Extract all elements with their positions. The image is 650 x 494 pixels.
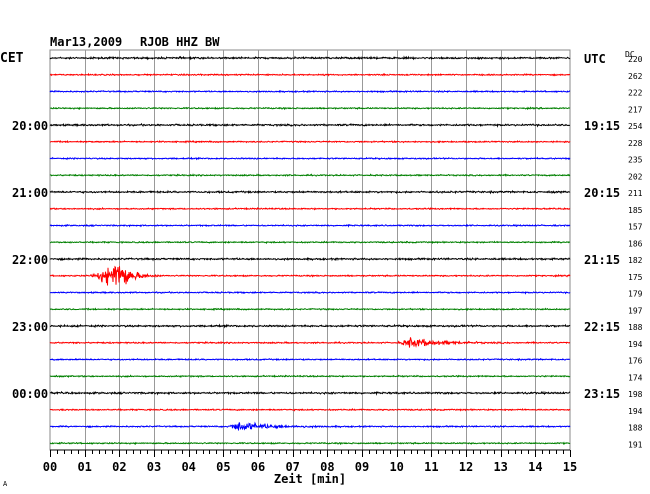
right-hour-label: 22:15 bbox=[584, 320, 620, 334]
chart-title: Mar13,2009 bbox=[50, 35, 122, 49]
dc-value: 175 bbox=[628, 273, 643, 282]
dc-value: 197 bbox=[628, 306, 643, 315]
dc-value: 217 bbox=[628, 105, 643, 114]
station-label: RJOB HHZ BW bbox=[140, 35, 220, 49]
trace-line bbox=[49, 189, 571, 195]
trace-line bbox=[49, 337, 571, 348]
traces bbox=[49, 55, 571, 446]
dc-value: 157 bbox=[628, 223, 643, 232]
corner-mark: A bbox=[3, 480, 8, 488]
dc-value: 174 bbox=[628, 373, 643, 382]
left-hour-label: 00:00 bbox=[12, 387, 48, 401]
trace-line bbox=[49, 206, 571, 211]
left-hour-label: 20:00 bbox=[12, 119, 48, 133]
right-hour-label: 21:15 bbox=[584, 253, 620, 267]
left-hour-label: 23:00 bbox=[12, 320, 48, 334]
trace-line bbox=[49, 173, 571, 178]
dc-value: 222 bbox=[628, 89, 643, 98]
x-tick-label: 13 bbox=[493, 460, 507, 474]
trace-line bbox=[49, 55, 571, 61]
dc-value: 176 bbox=[628, 357, 643, 366]
trace-line bbox=[49, 307, 571, 312]
x-tick-label: 11 bbox=[424, 460, 438, 474]
dc-value: 179 bbox=[628, 290, 643, 299]
dc-value: 188 bbox=[628, 424, 643, 433]
trace-line bbox=[49, 441, 571, 446]
trace-line bbox=[49, 72, 571, 77]
dc-value: 262 bbox=[628, 72, 643, 81]
x-tick-label: 09 bbox=[355, 460, 369, 474]
right-hour-label: UTC bbox=[584, 52, 606, 66]
right-hour-label: 20:15 bbox=[584, 186, 620, 200]
dc-value: 182 bbox=[628, 256, 643, 265]
dc-value: 202 bbox=[628, 172, 643, 181]
x-tick-label: 14 bbox=[528, 460, 542, 474]
dc-value: 186 bbox=[628, 239, 643, 248]
dc-value: 198 bbox=[628, 390, 643, 399]
trace-line bbox=[49, 407, 571, 412]
dc-value: 194 bbox=[628, 340, 643, 349]
x-tick-label: 08 bbox=[320, 460, 334, 474]
x-tick-label: 07 bbox=[285, 460, 299, 474]
x-tick-label: 10 bbox=[389, 460, 403, 474]
left-hour-label: 21:00 bbox=[12, 186, 48, 200]
trace-line bbox=[49, 374, 571, 379]
dc-value: 191 bbox=[628, 440, 643, 449]
trace-line bbox=[49, 323, 571, 329]
dc-label: DC bbox=[625, 50, 635, 59]
trace-line bbox=[49, 265, 571, 286]
dc-value: 254 bbox=[628, 122, 643, 131]
left-timezone-label: CET bbox=[0, 51, 24, 66]
x-axis: 00 01 02 03 04 05 06 07 08 09 10 11 12 13 14 15 bbox=[43, 449, 577, 474]
trace-line bbox=[49, 290, 571, 295]
dc-value: 194 bbox=[628, 407, 643, 416]
left-hour-label: 22:00 bbox=[12, 253, 48, 267]
dc-value: 235 bbox=[628, 156, 643, 165]
trace-line bbox=[49, 106, 571, 111]
trace-line bbox=[49, 240, 571, 245]
x-tick-label: 06 bbox=[251, 460, 265, 474]
trace-line bbox=[49, 89, 571, 94]
x-tick-label: 02 bbox=[112, 460, 126, 474]
trace-line bbox=[49, 256, 571, 262]
x-tick-label: 00 bbox=[43, 460, 57, 474]
plot-frame bbox=[49, 49, 571, 451]
dc-value: 185 bbox=[628, 206, 643, 215]
right-hour-label: 23:15 bbox=[584, 387, 620, 401]
trace-line bbox=[49, 357, 571, 362]
labels: 20:00 21:00 22:00 23:00 00:00 UTC 19:15 20:15 21… bbox=[12, 52, 643, 449]
trace-line bbox=[49, 139, 571, 144]
x-tick-label: 01 bbox=[77, 460, 91, 474]
trace-line bbox=[49, 122, 571, 128]
trace-line bbox=[49, 421, 571, 431]
x-tick-label: 04 bbox=[181, 460, 195, 474]
grid bbox=[49, 49, 571, 451]
x-tick-label: 15 bbox=[563, 460, 577, 474]
dc-value: 228 bbox=[628, 139, 643, 148]
dc-value: 211 bbox=[628, 189, 643, 198]
right-hour-label: 19:15 bbox=[584, 119, 620, 133]
trace-line bbox=[49, 223, 571, 228]
x-tick-label: 05 bbox=[216, 460, 230, 474]
x-tick-label: 12 bbox=[459, 460, 473, 474]
x-tick-label: 03 bbox=[147, 460, 161, 474]
x-axis-title: Zeit [min] bbox=[274, 472, 346, 486]
trace-line bbox=[49, 156, 571, 161]
trace-line bbox=[49, 390, 571, 396]
dc-value: 188 bbox=[628, 323, 643, 332]
dc-value: 220 bbox=[628, 55, 643, 64]
